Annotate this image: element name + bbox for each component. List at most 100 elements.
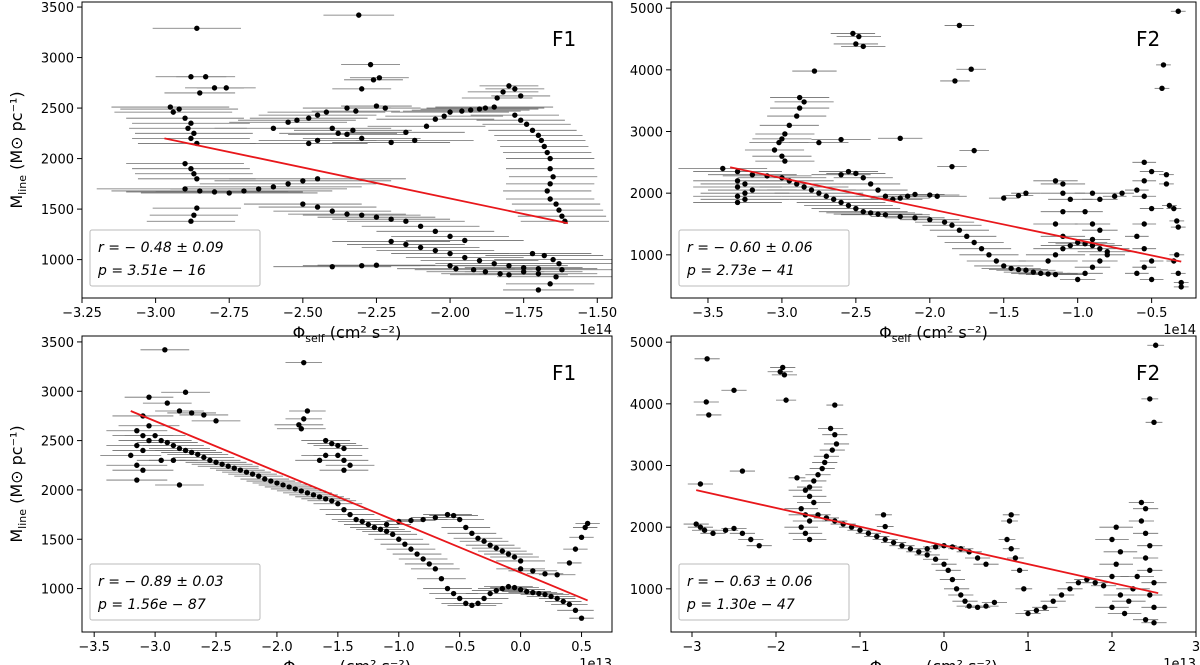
data-point bbox=[182, 160, 188, 167]
data-point bbox=[134, 462, 140, 468]
x-tick-label: −3.25 bbox=[62, 306, 102, 321]
data-point bbox=[344, 105, 350, 111]
data-point bbox=[255, 473, 262, 479]
data-point bbox=[438, 576, 445, 582]
data-point bbox=[734, 168, 741, 175]
data-point bbox=[742, 196, 748, 203]
data-point bbox=[285, 119, 291, 125]
data-point bbox=[167, 104, 174, 110]
data-point bbox=[1163, 171, 1170, 178]
data-point bbox=[306, 140, 312, 147]
data-point bbox=[329, 263, 335, 270]
data-point bbox=[802, 530, 809, 537]
data-point bbox=[1097, 227, 1103, 233]
data-point bbox=[968, 66, 974, 72]
plot-area bbox=[678, 8, 1189, 290]
data-point bbox=[1175, 270, 1181, 277]
data-point bbox=[783, 397, 789, 403]
x-tick-label: −2.75 bbox=[209, 306, 249, 321]
x-offset-text: 1e13 bbox=[579, 657, 612, 665]
data-point bbox=[1004, 536, 1010, 543]
data-point bbox=[188, 135, 194, 142]
data-point bbox=[811, 68, 818, 74]
data-point bbox=[860, 43, 866, 50]
data-point bbox=[529, 127, 536, 134]
data-point bbox=[806, 493, 813, 500]
data-point bbox=[808, 187, 815, 193]
data-point bbox=[450, 590, 457, 597]
x-axis-label: Φmutual (cm² s⁻²) bbox=[869, 657, 997, 665]
x-tick-label: −2.5 bbox=[840, 306, 872, 321]
data-point bbox=[1152, 342, 1159, 348]
data-point bbox=[481, 538, 487, 544]
data-point bbox=[958, 592, 964, 598]
data-point bbox=[1097, 196, 1103, 203]
data-point bbox=[462, 254, 468, 261]
data-point bbox=[500, 89, 506, 95]
plot-frame bbox=[670, 335, 1197, 633]
y-axis-label-sub: line bbox=[16, 175, 29, 195]
data-point bbox=[493, 587, 499, 594]
data-point bbox=[1151, 419, 1157, 426]
data-point bbox=[771, 147, 778, 153]
data-point bbox=[704, 356, 710, 362]
data-point bbox=[541, 143, 547, 150]
data-point bbox=[170, 442, 177, 449]
data-point bbox=[447, 262, 453, 269]
data-point bbox=[520, 269, 527, 275]
data-point bbox=[140, 467, 146, 473]
data-point bbox=[578, 534, 585, 540]
data-point bbox=[1082, 208, 1088, 215]
data-point bbox=[182, 447, 189, 454]
data-point bbox=[710, 530, 716, 537]
data-point bbox=[983, 603, 989, 609]
data-point bbox=[749, 171, 756, 178]
data-point bbox=[536, 590, 542, 597]
data-point bbox=[582, 524, 588, 531]
data-point bbox=[880, 512, 887, 518]
data-point bbox=[806, 484, 813, 490]
data-point bbox=[370, 77, 377, 83]
data-point bbox=[226, 190, 232, 196]
data-point bbox=[505, 551, 512, 557]
data-point bbox=[475, 600, 481, 607]
data-point bbox=[470, 267, 477, 273]
data-point bbox=[1174, 218, 1180, 224]
data-point bbox=[506, 83, 512, 89]
data-point bbox=[867, 181, 874, 187]
data-point bbox=[832, 402, 838, 408]
data-point bbox=[403, 241, 409, 248]
x-axis-label-main: Φ bbox=[283, 657, 296, 665]
data-point bbox=[907, 546, 914, 552]
data-point bbox=[776, 139, 782, 146]
data-point bbox=[798, 505, 804, 512]
y-tick-label: 2500 bbox=[41, 102, 74, 117]
data-point bbox=[853, 170, 859, 177]
data-point bbox=[1060, 181, 1066, 187]
data-point bbox=[1174, 252, 1180, 258]
data-point bbox=[335, 501, 341, 507]
data-point bbox=[170, 109, 176, 115]
data-point bbox=[544, 188, 550, 194]
data-point bbox=[322, 452, 329, 459]
data-point bbox=[1178, 279, 1184, 286]
data-point bbox=[188, 165, 194, 172]
data-point bbox=[420, 556, 426, 562]
data-point bbox=[924, 552, 930, 558]
data-point bbox=[306, 115, 312, 121]
x-axis-label-unit: (cm² s⁻²) bbox=[325, 323, 402, 342]
x-tick-label: −3.0 bbox=[766, 306, 798, 321]
data-point bbox=[572, 546, 579, 552]
data-point bbox=[966, 603, 972, 609]
x-tick-label: −2.25 bbox=[357, 306, 397, 321]
data-point bbox=[556, 260, 562, 267]
data-point bbox=[802, 487, 809, 493]
data-point bbox=[1163, 181, 1170, 187]
x-tick-label: −1.5 bbox=[988, 306, 1020, 321]
data-point bbox=[1142, 505, 1149, 512]
data-point bbox=[426, 561, 432, 567]
data-point bbox=[201, 412, 207, 418]
y-tick-label: 1500 bbox=[41, 533, 74, 548]
data-point bbox=[794, 181, 800, 187]
data-point bbox=[1074, 276, 1081, 283]
